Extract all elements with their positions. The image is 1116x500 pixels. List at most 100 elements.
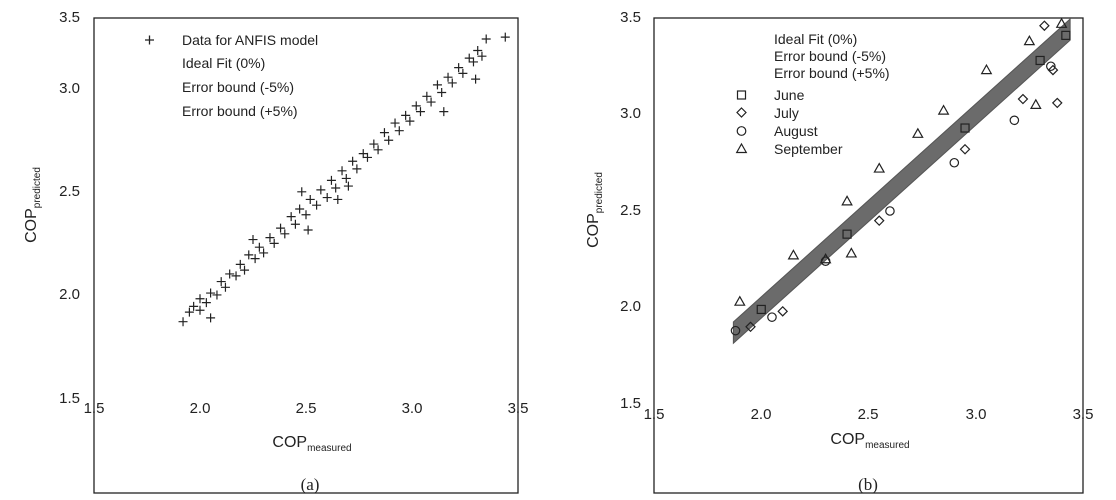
data-band-b	[732, 17, 1071, 345]
y-ticks-a: 1.5 2.0 2.5 3.0 3.5	[59, 9, 80, 407]
data-point	[297, 187, 307, 197]
data-point	[178, 317, 188, 327]
legend-entry: Error bound (+5%)	[774, 65, 890, 81]
x-tick-label: 2.0	[751, 406, 772, 423]
y-tick-label: 2.0	[620, 298, 641, 315]
data-point	[1009, 115, 1020, 126]
data-point	[937, 104, 950, 115]
legend-entry: July	[774, 105, 799, 121]
data-point	[873, 215, 885, 226]
data-point	[819, 253, 832, 264]
data-point	[437, 87, 447, 97]
data-point	[422, 91, 432, 101]
data-point	[432, 80, 442, 90]
dense-data-band	[732, 17, 1071, 345]
data-point	[777, 306, 789, 317]
data-point	[303, 225, 313, 235]
plot-frame-b	[653, 17, 1084, 494]
data-point	[235, 259, 245, 269]
data-point	[254, 242, 264, 252]
data-point	[471, 74, 481, 84]
data-point	[447, 78, 457, 88]
data-point	[415, 107, 425, 117]
data-point	[500, 32, 510, 42]
data-point	[369, 139, 379, 149]
data-point	[454, 63, 464, 73]
data-point	[362, 152, 372, 162]
data-point	[1055, 17, 1068, 28]
data-point	[980, 63, 993, 75]
data-point	[841, 195, 853, 206]
data-point	[290, 219, 300, 229]
data-point	[439, 107, 449, 117]
data-point	[189, 301, 199, 311]
panel-a: 1.5 2.0 2.5 3.0 3.5 1.5 2.0 2.5 3.0 3.5 …	[23, 9, 528, 494]
panel-label-a: (a)	[301, 475, 320, 494]
data-point	[733, 295, 746, 306]
data-point	[960, 123, 970, 133]
data-point	[1061, 30, 1071, 40]
y-tick-label: 2.5	[59, 183, 80, 200]
data-point	[394, 126, 404, 136]
data-point	[212, 290, 222, 300]
data-point	[458, 68, 468, 78]
x-tick-label: 3.5	[508, 400, 529, 417]
data-point	[316, 185, 326, 195]
data-point	[276, 223, 286, 233]
data-point	[1023, 34, 1036, 46]
data-point	[401, 110, 411, 120]
data-point	[358, 149, 368, 159]
y-axis-label-a: COPpredicted	[23, 167, 43, 243]
data-point	[379, 128, 389, 138]
data-point	[1051, 97, 1063, 109]
legend-entry: Error bound (+5%)	[182, 103, 298, 119]
data-point	[240, 265, 250, 275]
y-tick-label: 1.5	[59, 390, 80, 407]
data-point	[411, 101, 421, 111]
data-point	[305, 194, 315, 204]
data-point	[206, 313, 216, 323]
legend-entry: September	[774, 141, 843, 157]
legend-entry: Error bound (-5%)	[182, 79, 294, 95]
data-point	[426, 97, 436, 107]
data-point	[295, 204, 305, 214]
data-point	[949, 157, 960, 168]
data-point	[312, 200, 322, 210]
data-point	[352, 164, 362, 174]
x-tick-label: 2.0	[190, 400, 211, 417]
plot-frame-a	[93, 17, 519, 494]
legend-entry: Ideal Fit (0%)	[774, 31, 857, 47]
legend-a: Data for ANFIS model Ideal Fit (0%) Erro…	[145, 32, 318, 119]
panel-label-b: (b)	[858, 475, 878, 494]
data-point	[481, 34, 491, 44]
legend-entry: Error bound (-5%)	[774, 48, 886, 64]
data-point	[220, 282, 230, 292]
data-point	[269, 238, 279, 248]
x-ticks-a: 1.5 2.0 2.5 3.0 3.5	[84, 400, 529, 417]
data-point	[333, 194, 343, 204]
y-tick-label: 1.5	[620, 395, 641, 412]
y-tick-label: 2.0	[59, 286, 80, 303]
data-point	[842, 229, 852, 239]
circle-marker-icon	[736, 126, 747, 136]
scatter-points-b	[730, 17, 1071, 336]
data-point	[745, 321, 756, 333]
y-tick-label: 3.0	[620, 105, 641, 122]
legend-entry: June	[774, 87, 805, 103]
data-point	[326, 175, 336, 185]
data-point	[331, 183, 341, 193]
data-point	[286, 212, 296, 222]
scatter-points-a	[178, 32, 510, 327]
diamond-marker-icon	[736, 107, 747, 118]
data-point	[322, 193, 332, 203]
data-point	[373, 145, 383, 155]
data-point	[912, 127, 924, 138]
data-point	[195, 305, 205, 315]
data-point	[477, 51, 487, 61]
data-point	[337, 166, 347, 176]
data-point	[845, 247, 858, 258]
x-tick-label: 1.5	[84, 400, 105, 417]
data-point	[195, 294, 205, 304]
data-point	[201, 298, 211, 308]
data-point	[730, 325, 741, 336]
